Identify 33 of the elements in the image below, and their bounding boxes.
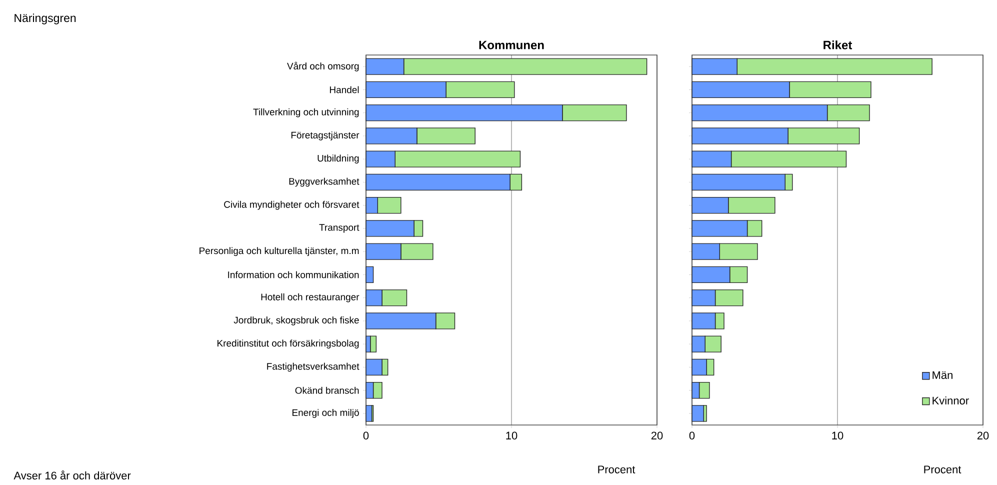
y-tick-label: Civila myndigheter och försvaret xyxy=(224,200,360,210)
bar xyxy=(366,405,372,422)
y-tick-label: Vård och omsorg xyxy=(287,62,359,72)
y-tick-label: Fastighetsverksamhet xyxy=(267,362,360,372)
y-tick-label: Företagstjänster xyxy=(291,132,360,140)
bar xyxy=(366,266,374,284)
chart-title: Kommunen xyxy=(479,40,544,50)
chart-title: Riket xyxy=(824,40,852,50)
x-tick-label: 10 xyxy=(832,432,844,440)
x-axis-title: Procent xyxy=(598,466,636,474)
y-tick-label: Utbildning xyxy=(318,154,359,164)
y-tick-label: Information och kommunikation xyxy=(228,271,359,278)
bar xyxy=(692,405,704,422)
y-tick-label: Jordbruk, skogsbruk och fiske xyxy=(234,316,359,326)
y-tick-label: Handel xyxy=(330,86,359,94)
x-tick-label: 0 xyxy=(689,432,695,440)
y-tick-label: Okänd bransch xyxy=(295,386,359,394)
legend-label: Kvinnor xyxy=(932,396,969,405)
y-tick-label: Energi och miljö xyxy=(292,409,359,418)
x-tick-label: 20 xyxy=(651,432,663,440)
y-tick-label: Kreditinstitut och försäkringsbolag xyxy=(218,340,359,348)
y-tick-label: Transport xyxy=(319,224,360,233)
y-tick-label: Personliga och kulturella tjänster, m.m xyxy=(200,247,359,256)
y-tick-label: Hotell och restauranger xyxy=(261,293,360,302)
x-axis-title: Procent xyxy=(924,466,962,474)
y-tick-label: Byggverksamhet xyxy=(289,178,360,187)
x-tick-label: 10 xyxy=(506,432,518,440)
y-axis-title: Näringsgren xyxy=(14,14,76,24)
text: Avser 16 år och däröver xyxy=(14,470,131,480)
legend-label: Män xyxy=(932,371,952,379)
y-tick-label: Tillverkning och utvinning xyxy=(253,108,359,118)
x-tick-label: 20 xyxy=(977,432,989,440)
x-tick-label: 0 xyxy=(363,432,369,440)
